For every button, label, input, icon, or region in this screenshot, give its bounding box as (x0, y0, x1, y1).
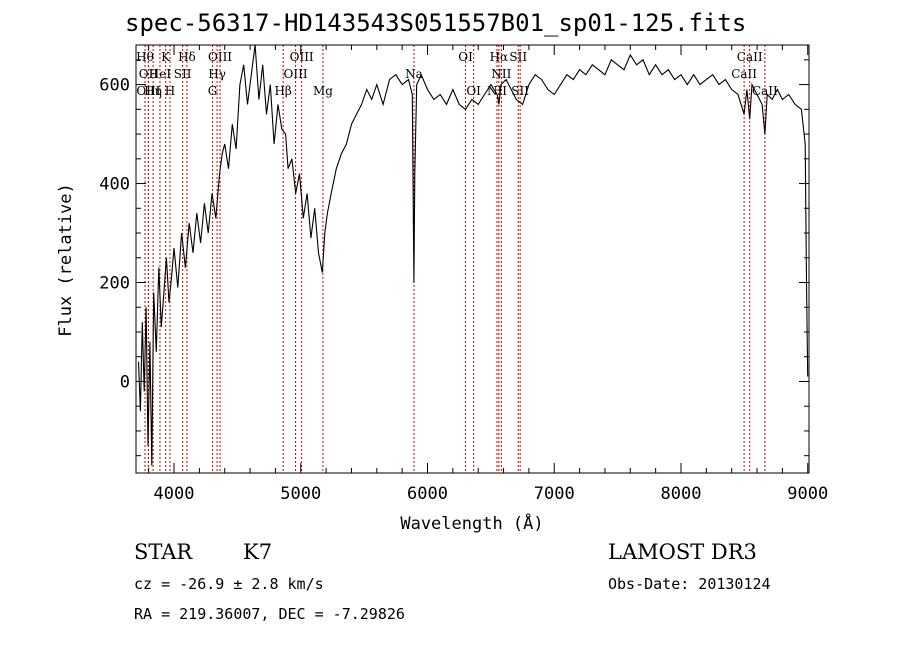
line-marker-label: OI (466, 84, 481, 98)
line-marker-label: K (161, 50, 171, 64)
survey-name: LAMOST DR3 (608, 540, 757, 564)
line-marker-label: G (208, 84, 218, 98)
line-marker-label: SII (174, 67, 192, 81)
line-marker-label: CaII (737, 50, 763, 64)
line-marker-label: Hα (490, 50, 509, 64)
line-marker-label: Hθ (136, 50, 154, 64)
x-tick-label: 4000 (154, 484, 195, 504)
line-marker-labels: HθOIIOIIIHηHeIKHSIIHδGHγOIIIHβOIIIOIIIMg… (136, 50, 778, 98)
line-marker-label: NII (491, 67, 511, 81)
line-marker-label: H (165, 84, 175, 98)
observation-date: Obs-Date: 20130124 (608, 575, 771, 593)
x-tick-label: 5000 (280, 484, 321, 504)
y-axis-label: Flux (relative) (56, 183, 76, 337)
y-tick-label: 600 (99, 76, 130, 96)
line-marker-label: OII (139, 67, 159, 81)
line-marker-label: OIII (284, 67, 308, 81)
x-tick-label: 6000 (407, 484, 448, 504)
line-marker-label: OIII (136, 84, 160, 98)
line-marker-label: Na (405, 67, 423, 81)
x-axis: 4000 5000 6000 7000 8000 9000 (148, 45, 828, 504)
line-marker-label: Hβ (274, 84, 291, 98)
x-tick-label: 9000 (787, 484, 828, 504)
line-marker-label: OI (458, 50, 473, 64)
x-tick-label: 8000 (661, 484, 702, 504)
y-tick-label: 400 (99, 175, 130, 195)
line-marker-label: CaII (752, 84, 778, 98)
object-class: STAR (134, 540, 193, 564)
line-marker-label: HeI (149, 67, 172, 81)
line-marker-label: SII (511, 84, 529, 98)
spectrum-line (137, 44, 809, 466)
x-axis-label: Wavelength (Å) (400, 512, 543, 534)
x-tick-label: 7000 (534, 484, 575, 504)
plot-frame (135, 44, 810, 474)
y-axis: 0 200 400 600 (99, 59, 809, 457)
line-marker-label: CaII (731, 67, 757, 81)
chart-title: spec-56317-HD143543S051557B01_sp01-125.f… (125, 9, 747, 37)
line-marker-label: NII (487, 84, 507, 98)
line-marker-label: OIII (290, 50, 314, 64)
y-tick-label: 200 (99, 274, 130, 294)
line-marker-label: Hγ (208, 67, 226, 81)
line-marker-label: Hδ (178, 50, 196, 64)
redshift-value: cz = -26.9 ± 2.8 km/s (134, 575, 324, 593)
y-tick-label: 0 (120, 372, 130, 392)
coordinates: RA = 219.36007, DEC = -7.29826 (134, 605, 405, 623)
line-marker-label: SII (509, 50, 527, 64)
object-subclass: K7 (243, 540, 273, 564)
line-marker-label: Hη (144, 84, 162, 98)
line-marker-label: Mg (313, 84, 333, 98)
line-marker-label: OIII (208, 50, 232, 64)
